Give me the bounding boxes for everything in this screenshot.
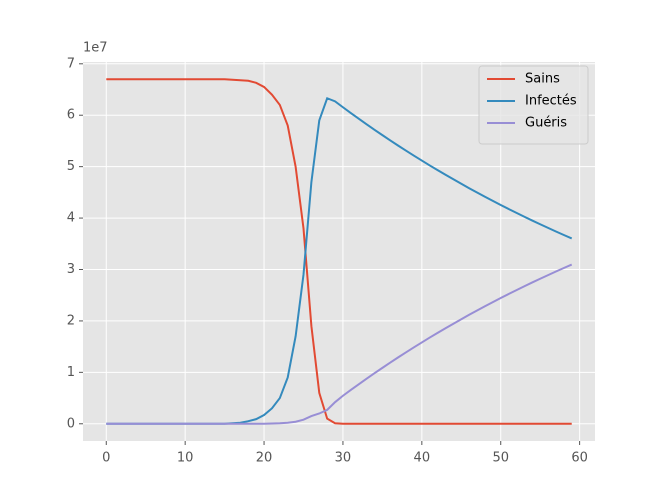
x-tick-label: 20 xyxy=(256,451,273,466)
y-tick-label: 4 xyxy=(67,211,75,226)
x-tick-label: 30 xyxy=(335,451,352,466)
y-tick-label: 3 xyxy=(67,262,75,277)
y-tick-label: 0 xyxy=(67,416,75,431)
x-tick-label: 0 xyxy=(102,451,110,466)
series-line xyxy=(106,263,573,425)
y-tick-label: 5 xyxy=(67,159,75,174)
x-tick-label: 40 xyxy=(414,451,431,466)
y-tick-label: 1 xyxy=(67,365,75,380)
x-tick-label: 10 xyxy=(177,451,194,466)
x-tick-label: 50 xyxy=(492,451,509,466)
y-tick-label: 2 xyxy=(67,313,75,328)
legend-label: Infectés xyxy=(525,94,577,109)
series-line xyxy=(106,78,572,425)
y-offset-label: 1e7 xyxy=(83,41,108,56)
x-tick-label: 60 xyxy=(571,451,588,466)
legend-label: Guéris xyxy=(525,116,567,131)
y-tick-label: 6 xyxy=(67,108,75,123)
legend-label: Sains xyxy=(525,72,560,87)
legend-box xyxy=(478,65,589,145)
legend: Sains Infectés Guéris xyxy=(478,65,589,145)
y-tick-label: 7 xyxy=(67,56,75,71)
